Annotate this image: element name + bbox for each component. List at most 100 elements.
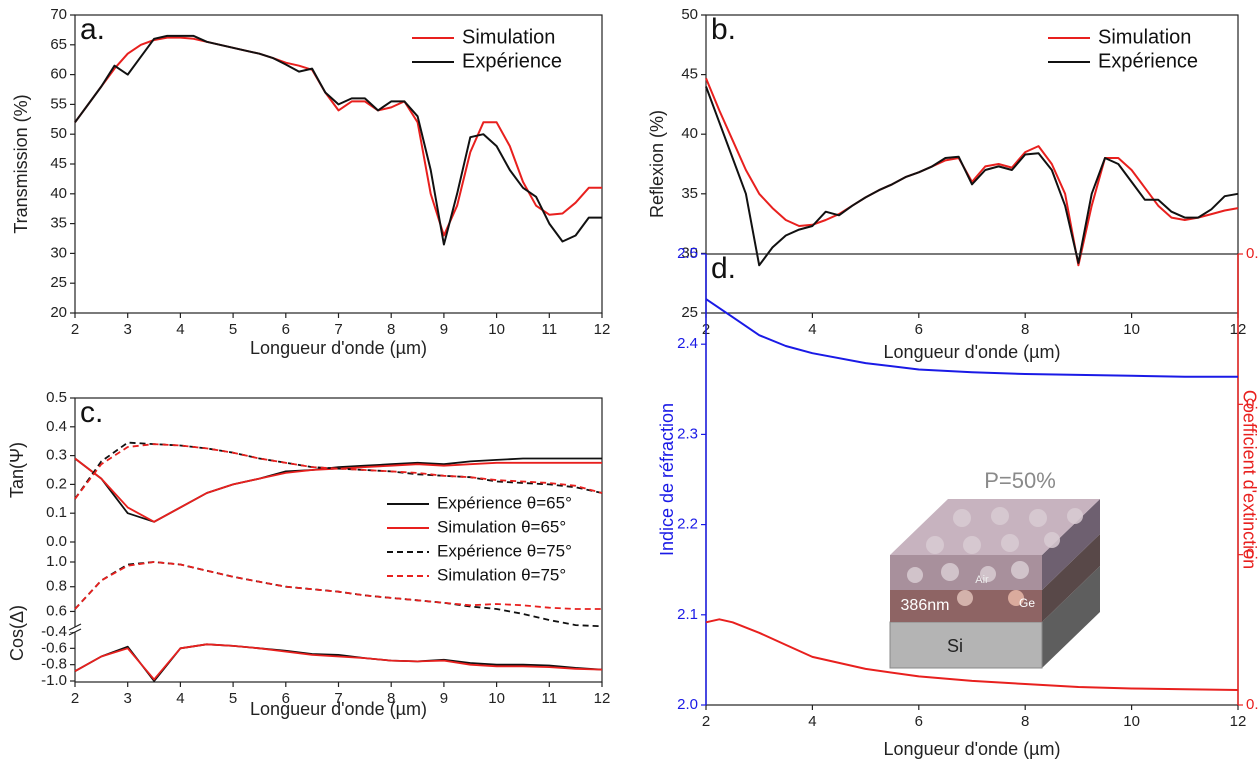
y-tick-label: 0.01 xyxy=(1246,546,1258,563)
legend-label: Expérience xyxy=(1098,50,1198,72)
legend-label: Simulation θ=65° xyxy=(437,517,566,536)
y-axis-label: Indice de réfraction xyxy=(657,403,677,556)
y-tick-label: 45 xyxy=(681,66,698,83)
y-tick-label: 2.3 xyxy=(677,425,698,442)
x-tick-label: 6 xyxy=(915,321,923,338)
x-tick-label: 6 xyxy=(282,690,290,707)
x-tick-label: 8 xyxy=(387,690,395,707)
x-tick-label: 4 xyxy=(808,321,816,338)
series-line xyxy=(705,77,1239,267)
x-tick-label: 7 xyxy=(334,321,342,338)
x-axis-label: Longueur d'onde (µm) xyxy=(884,342,1061,362)
x-tick-label: 12 xyxy=(594,321,611,338)
axis-break-gap xyxy=(69,627,81,632)
y-tick-label: 30 xyxy=(681,244,698,261)
x-tick-label: 2 xyxy=(71,321,79,338)
x-axis-label: Longueur d'onde (µm) xyxy=(884,739,1061,759)
x-tick-label: 7 xyxy=(334,690,342,707)
y-tick-label: 65 xyxy=(50,36,67,53)
y-tick-label: 45 xyxy=(50,155,67,172)
y-tick-label: 2.4 xyxy=(677,335,698,352)
x-tick-label: 12 xyxy=(1230,713,1247,730)
y-tick-label: 0.5 xyxy=(46,389,67,406)
y-axis-label: Tan(Ψ) xyxy=(7,442,27,498)
plot-frame xyxy=(74,397,603,683)
y-tick-label: 70 xyxy=(50,6,67,23)
y-tick-label: 25 xyxy=(681,304,698,321)
x-tick-label: 3 xyxy=(124,690,132,707)
x-tick-label: 6 xyxy=(915,713,923,730)
series-line xyxy=(705,298,1238,378)
y-tick-label: -0.4 xyxy=(41,623,67,640)
y-tick-label: 35 xyxy=(50,215,67,232)
x-tick-label: 9 xyxy=(440,690,448,707)
series-line xyxy=(705,86,1239,267)
y-tick-label: 2.1 xyxy=(677,606,698,623)
x-tick-label: 3 xyxy=(124,321,132,338)
x-tick-label: 4 xyxy=(808,713,816,730)
x-tick-label: 11 xyxy=(542,690,558,707)
panel-label: a. xyxy=(80,13,105,46)
y-tick-label: 25 xyxy=(50,274,67,291)
legend-label: Expérience θ=75° xyxy=(437,541,572,560)
y-axis-label: Cos(Δ) xyxy=(7,605,27,661)
y-tick-label: -1.0 xyxy=(41,672,67,689)
y-tick-label: -0.6 xyxy=(41,639,67,656)
inset-thickness: 386nm xyxy=(901,597,950,614)
y-tick-label: 0.02 xyxy=(1246,395,1258,412)
x-tick-label: 2 xyxy=(71,690,79,707)
y-tick-label: 0.0 xyxy=(46,533,67,550)
y-tick-label: 2.0 xyxy=(677,696,698,713)
x-tick-label: 4 xyxy=(176,690,184,707)
y-tick-label: 0.8 xyxy=(46,578,67,595)
x-tick-label: 2 xyxy=(702,713,710,730)
x-tick-label: 6 xyxy=(282,321,290,338)
y-tick-label: 0.3 xyxy=(46,447,67,464)
y-tick-label: 40 xyxy=(681,125,698,142)
series-line xyxy=(74,441,603,500)
series-line xyxy=(705,618,1239,691)
y-tick-label: 2.5 xyxy=(677,245,698,262)
y-tick-label: 0.1 xyxy=(46,504,67,521)
x-axis-label: Longueur d'onde (µm) xyxy=(250,338,427,358)
series-line xyxy=(74,36,602,237)
legend-label: Simulation θ=75° xyxy=(437,565,566,584)
legend-label: Simulation xyxy=(462,26,555,48)
x-tick-label: 5 xyxy=(229,690,237,707)
legend-label: Simulation xyxy=(1098,26,1191,48)
x-tick-label: 10 xyxy=(488,321,505,338)
y-axis-label: Reflexion (%) xyxy=(647,110,667,218)
x-tick-label: 11 xyxy=(542,321,558,338)
y-tick-label: 0.6 xyxy=(46,602,67,619)
plot-frame xyxy=(705,14,1239,314)
y-axis-label: Transmission (%) xyxy=(11,94,31,233)
inset-substrate: Si xyxy=(947,636,963,656)
series-line xyxy=(74,561,602,610)
panel-label: c. xyxy=(80,396,103,429)
y-tick-label: 50 xyxy=(50,125,67,142)
x-tick-label: 12 xyxy=(594,690,611,707)
axis-break xyxy=(68,623,82,631)
legend-label: Expérience xyxy=(462,50,562,72)
x-tick-label: 8 xyxy=(1021,713,1029,730)
y-tick-label: 0.00 xyxy=(1246,696,1258,713)
y2-axis-label: Coefficient d'extinction xyxy=(1239,390,1258,569)
y-tick-label: 0.4 xyxy=(46,418,67,435)
y-tick-label: 50 xyxy=(681,6,698,23)
y-tick-label: -0.8 xyxy=(41,656,67,673)
y-tick-label: 30 xyxy=(50,244,67,261)
series-line xyxy=(74,643,603,682)
x-tick-label: 10 xyxy=(488,690,505,707)
y-tick-label: 1.0 xyxy=(46,553,67,570)
si-front xyxy=(889,621,1043,669)
legend-label: Expérience θ=65° xyxy=(437,493,572,512)
y-tick-label: 20 xyxy=(50,304,67,321)
x-tick-label: 10 xyxy=(1123,713,1140,730)
pores xyxy=(907,507,1083,606)
x-tick-label: 4 xyxy=(176,321,184,338)
x-tick-label: 5 xyxy=(229,321,237,338)
si-side xyxy=(1042,566,1100,668)
y-tick-label: 0.03 xyxy=(1246,245,1258,262)
x-tick-label: 10 xyxy=(1123,321,1140,338)
